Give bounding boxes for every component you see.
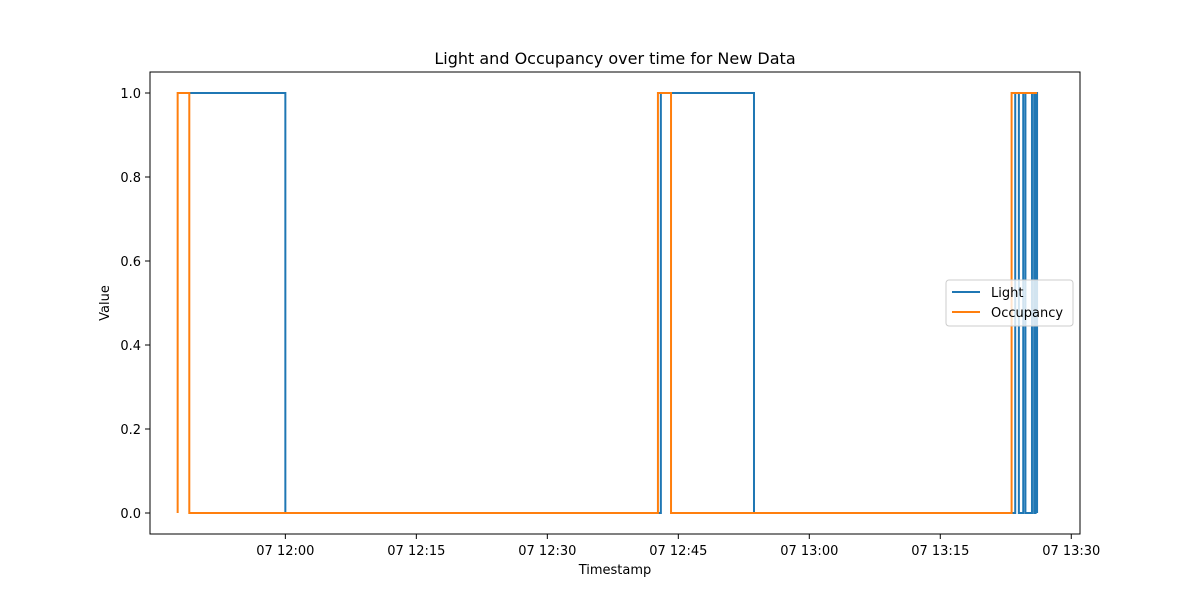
- series-line-occupancy: [176, 92, 1038, 514]
- x-axis-label: Timestamp: [578, 563, 652, 578]
- x-tick-label: 07 13:00: [780, 544, 838, 559]
- x-tick-label: 07 13:15: [911, 544, 969, 559]
- plot-frame: [149, 71, 1081, 535]
- chart-title: Light and Occupancy over time for New Da…: [434, 49, 795, 68]
- series-layer: [176, 92, 1039, 514]
- y-tick-label: 0.4: [120, 339, 141, 354]
- y-tick-label: 0.0: [120, 507, 141, 522]
- y-tick-label: 1.0: [120, 87, 141, 102]
- series-line-light: [189, 92, 1039, 514]
- x-tick-label: 07 12:15: [387, 544, 445, 559]
- x-tick-label: 07 12:00: [256, 544, 314, 559]
- legend-label-light: Light: [991, 286, 1023, 301]
- x-tick-label: 07 12:30: [518, 544, 576, 559]
- y-axis: 0.0 0.2 0.4 0.6 0.8 1.0: [120, 87, 150, 522]
- y-tick-label: 0.6: [120, 255, 141, 270]
- y-tick-label: 0.2: [120, 423, 141, 438]
- plot-area: 07 12:00 07 12:15 07 12:30 07 12:45 07 13:00…: [120, 71, 1100, 559]
- legend-label-occupancy: Occupancy: [991, 306, 1063, 321]
- y-tick-label: 0.8: [120, 171, 141, 186]
- legend: Light Occupancy: [945, 279, 1074, 327]
- x-tick-label: 07 13:30: [1042, 544, 1100, 559]
- y-axis-label: Value: [98, 285, 113, 321]
- x-axis: 07 12:00 07 12:15 07 12:30 07 12:45 07 13:00…: [256, 534, 1100, 559]
- x-tick-label: 07 12:45: [649, 544, 707, 559]
